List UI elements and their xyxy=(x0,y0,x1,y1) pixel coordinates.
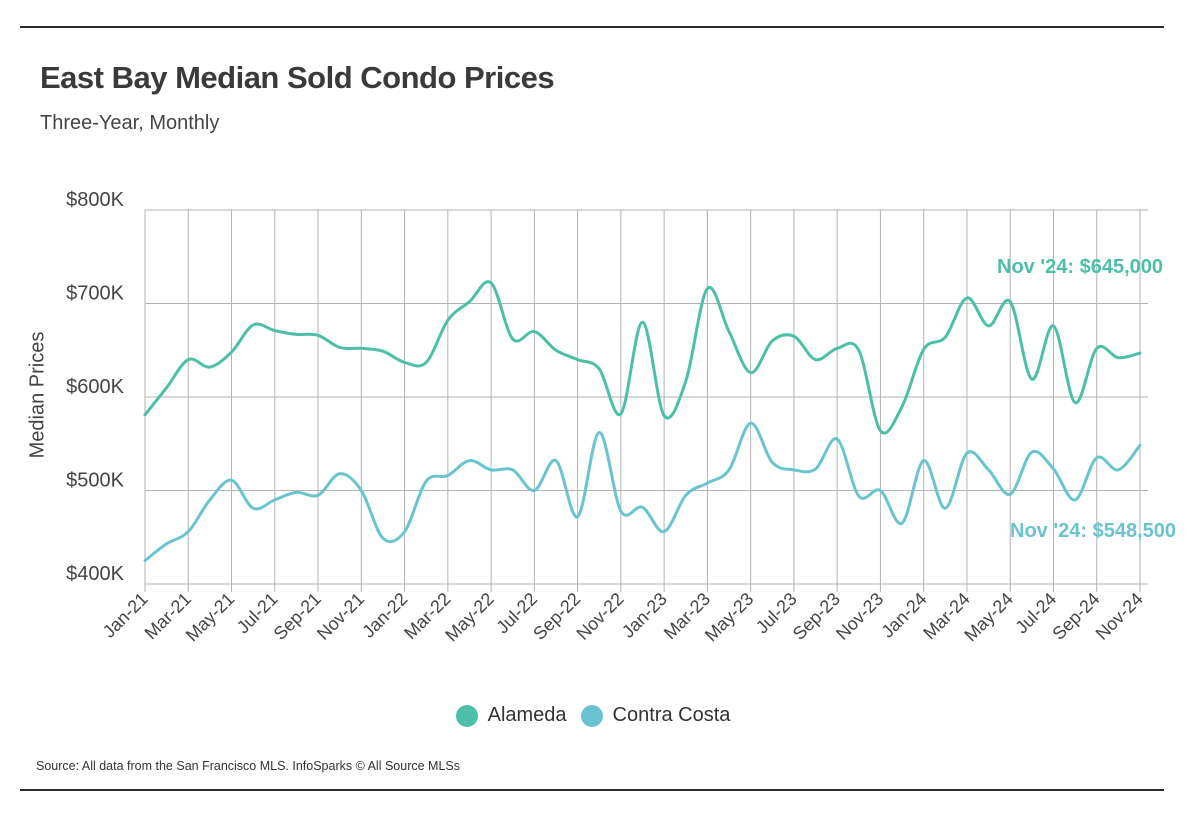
legend-label-contra-costa: Contra Costa xyxy=(612,704,731,726)
contra-costa-swatch-icon xyxy=(580,704,603,727)
legend-item-alameda[interactable]: Alameda xyxy=(455,704,567,727)
x-tick-label: May-22 xyxy=(441,589,498,646)
x-tick-label: May-23 xyxy=(701,589,758,646)
x-tick-label: Nov-23 xyxy=(832,589,887,644)
x-tick-label: Sep-22 xyxy=(529,589,584,644)
x-tick-label: Nov-21 xyxy=(313,589,368,644)
x-tick-label: May-24 xyxy=(960,589,1017,646)
source-note: Source: All data from the San Francisco … xyxy=(36,759,460,773)
annotation-alameda: Nov '24: $645,000 xyxy=(997,256,1163,278)
x-tick-label: Nov-22 xyxy=(573,589,628,644)
y-tick-label: $400K xyxy=(66,563,124,585)
y-tick-label: $600K xyxy=(66,376,124,398)
legend-label-alameda: Alameda xyxy=(487,704,567,726)
x-tick-label: Jan-23 xyxy=(618,589,671,642)
chart-subtitle: Three-Year, Monthly xyxy=(40,112,220,134)
series-line-alameda xyxy=(143,280,1142,435)
y-tick-label: $800K xyxy=(66,189,124,211)
line-chart: $400K$500K$600K$700K$800KJan-21Mar-21May… xyxy=(66,189,1176,646)
x-tick-label: May-21 xyxy=(182,589,239,646)
top-rule xyxy=(20,26,1164,28)
annotation-contra-costa: Nov '24: $548,500 xyxy=(1010,520,1176,542)
y-tick-label: $500K xyxy=(66,470,124,492)
alameda-swatch-icon xyxy=(455,704,478,727)
x-tick-label: Jan-21 xyxy=(99,589,152,642)
x-tick-label: Sep-23 xyxy=(789,589,844,644)
x-tick-label: Sep-21 xyxy=(270,589,325,644)
y-tick-label: $700K xyxy=(66,283,124,305)
bottom-rule xyxy=(20,789,1164,791)
x-tick-label: Jan-22 xyxy=(358,589,411,642)
x-tick-label: Nov-24 xyxy=(1092,589,1147,644)
x-tick-label: Sep-24 xyxy=(1048,589,1103,644)
x-tick-label: Jan-24 xyxy=(877,589,930,642)
chart-title: East Bay Median Sold Condo Prices xyxy=(40,60,555,95)
legend-item-contra-costa[interactable]: Contra Costa xyxy=(580,704,731,727)
legend: Alameda Contra Costa xyxy=(0,704,1186,727)
series-line-contra-costa xyxy=(143,421,1142,563)
